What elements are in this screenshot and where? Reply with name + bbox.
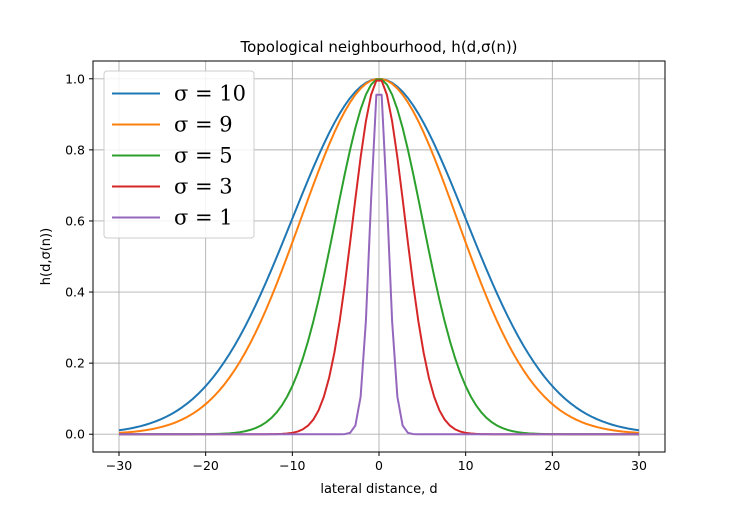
legend-label-sigma-9: σ = 9 xyxy=(174,113,233,137)
axis-ticks: −30 −20 −10 0 10 20 30 0.0 0.2 0.4 0.6 0.8 1.0 xyxy=(65,71,647,473)
x-tick-label: 20 xyxy=(544,458,560,473)
y-tick-label: 1.0 xyxy=(65,71,85,86)
legend-label-sigma-5: σ = 5 xyxy=(174,144,233,168)
y-tick-label: 0.6 xyxy=(65,213,85,228)
y-tick-label: 0.0 xyxy=(65,427,85,442)
x-axis-label: lateral distance, d xyxy=(320,482,437,497)
y-tick-label: 0.4 xyxy=(65,285,85,300)
x-tick-label: −10 xyxy=(279,458,305,473)
legend-label-sigma-3: σ = 3 xyxy=(174,175,233,199)
legend: σ = 10 σ = 9 σ = 5 σ = 3 σ = 1 xyxy=(103,70,255,239)
y-tick-label: 0.8 xyxy=(65,142,85,157)
x-tick-label: 0 xyxy=(375,458,383,473)
series-line-sigma-1 xyxy=(119,93,639,436)
x-tick-label: 30 xyxy=(631,458,647,473)
y-tick-label: 0.2 xyxy=(65,356,85,371)
x-tick-label: 10 xyxy=(458,458,474,473)
y-axis-label: h(d,σ(n)) xyxy=(39,228,54,285)
series-lines xyxy=(118,77,640,436)
legend-box xyxy=(103,70,255,239)
x-tick-label: −30 xyxy=(106,458,132,473)
chart-title: Topological neighbourhood, h(d,σ(n)) xyxy=(239,38,517,56)
legend-label-sigma-1: σ = 1 xyxy=(174,206,233,230)
legend-label-sigma-10: σ = 10 xyxy=(174,82,246,106)
x-tick-label: −20 xyxy=(192,458,218,473)
